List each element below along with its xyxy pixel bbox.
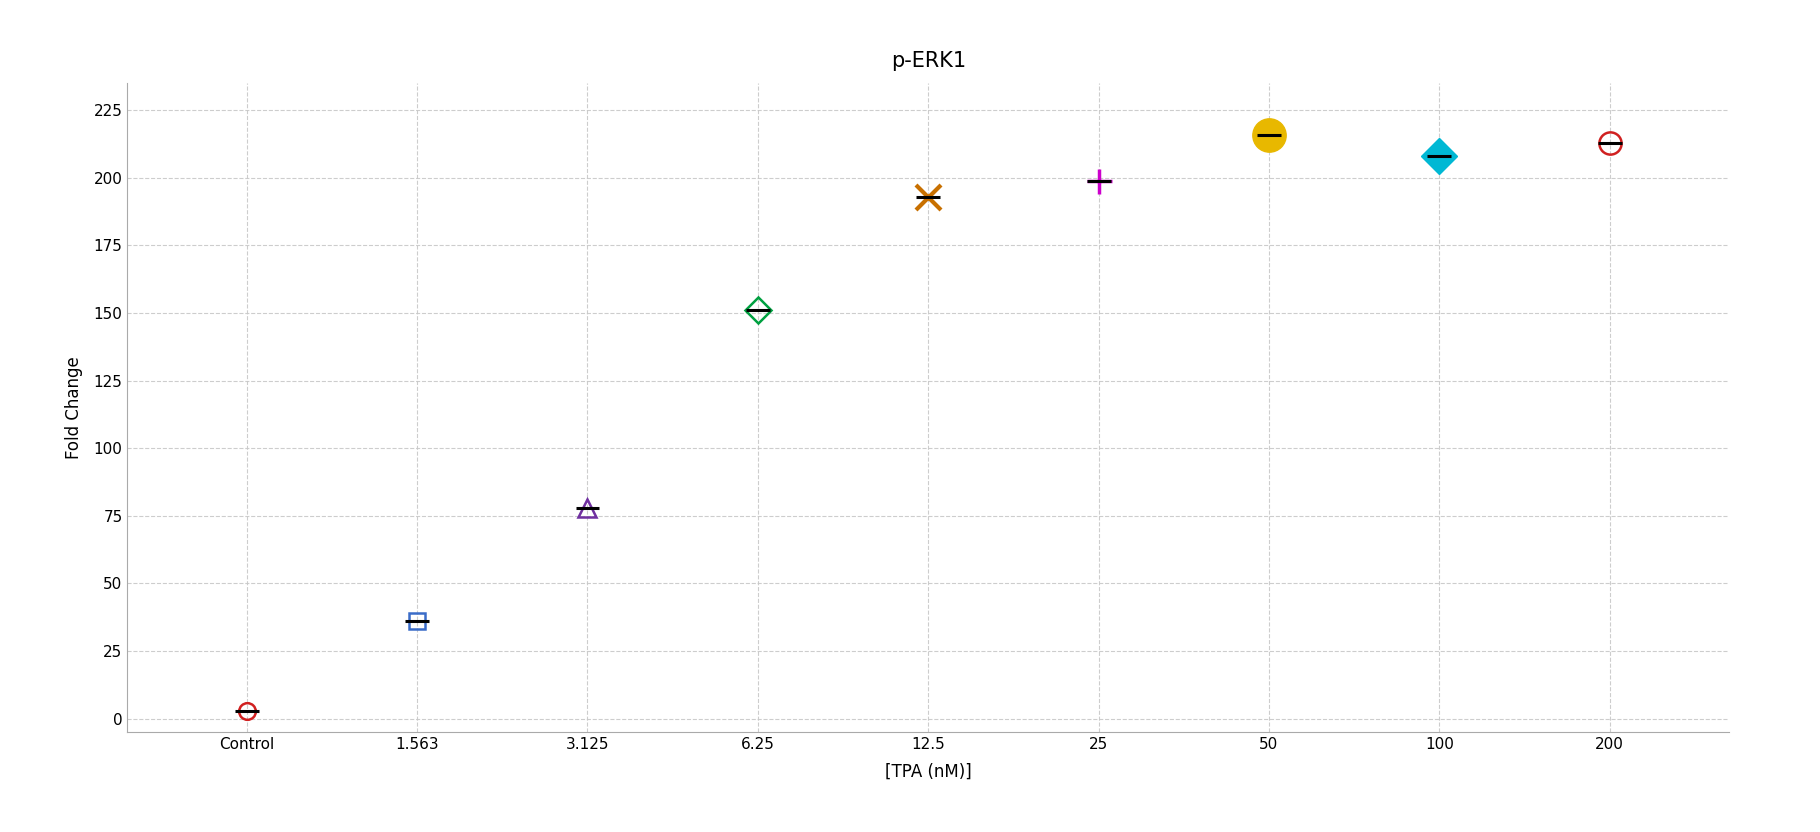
X-axis label: [TPA (nM)]: [TPA (nM)]: [885, 763, 972, 781]
Title: p-ERK1: p-ERK1: [890, 51, 966, 71]
Y-axis label: Fold Change: Fold Change: [64, 356, 82, 459]
